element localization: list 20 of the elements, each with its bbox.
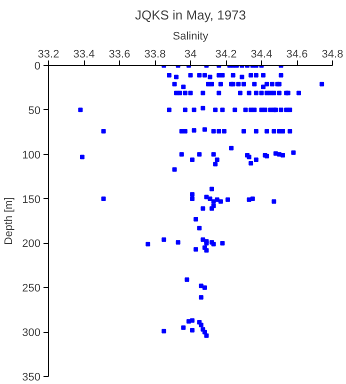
y-tick-label: 250 — [22, 282, 41, 295]
x-tick-label: 34 — [184, 48, 197, 60]
x-tick-label: 34.4 — [250, 48, 272, 60]
y-tick-label: 150 — [22, 194, 41, 206]
y-axis-title: Depth [m] — [3, 197, 16, 245]
x-tick-label: 33.8 — [144, 48, 166, 60]
x-tick-label: 33.2 — [38, 48, 60, 60]
x-tick-label: 34.8 — [322, 48, 344, 60]
y-tick-label: 350 — [22, 372, 41, 384]
y-tick-label: 100 — [22, 149, 41, 162]
y-tick-label: 300 — [22, 327, 41, 340]
y-tick-label: 0 — [34, 60, 41, 72]
x-tick-label: 33.6 — [108, 48, 130, 60]
chart-title: JQKS in May, 1973 — [134, 8, 246, 22]
x-tick-label: 34.6 — [286, 48, 308, 60]
x-axis-title: Salinity — [172, 30, 209, 42]
y-tick-label: 200 — [22, 238, 41, 250]
x-tick-label: 34.2 — [215, 48, 237, 60]
y-tick-label: 50 — [28, 104, 41, 117]
x-tick-label: 33.4 — [73, 48, 95, 60]
